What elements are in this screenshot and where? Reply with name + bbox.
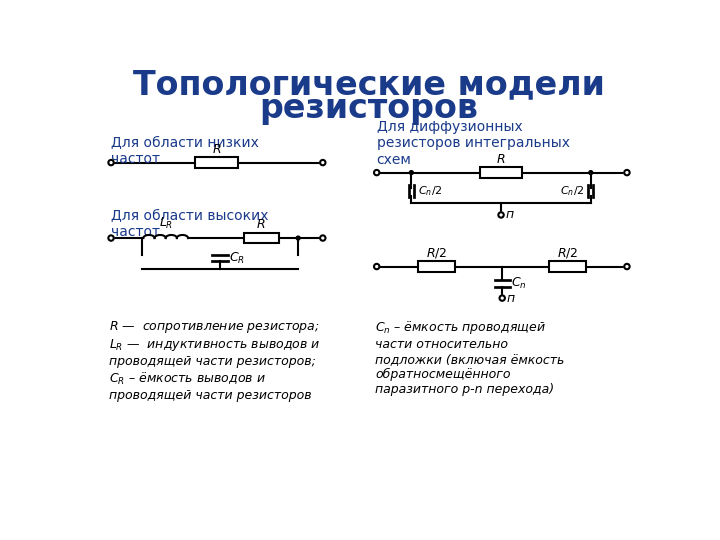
Text: $C_R$: $C_R$ [229, 251, 246, 266]
Text: $C_n$: $C_n$ [511, 276, 527, 291]
Circle shape [624, 170, 630, 176]
Circle shape [410, 171, 413, 174]
Circle shape [500, 295, 505, 301]
Text: $L_R$: $L_R$ [158, 216, 173, 231]
Bar [418, 261, 455, 272]
Circle shape [108, 235, 114, 241]
Text: Для диффузионных
резисторов интегральных
схем: Для диффузионных резисторов интегральных… [377, 120, 570, 167]
Text: $R$: $R$ [496, 153, 506, 166]
Circle shape [374, 264, 379, 269]
Bar [549, 261, 586, 272]
Text: $C_n/2$: $C_n/2$ [418, 184, 442, 198]
Text: $R/2$: $R/2$ [426, 246, 447, 260]
Text: R: R [212, 143, 221, 156]
Text: $C_n$ – ёмкость проводящей
части относительно
подложки (включая ёмкость
обратнос: $C_n$ – ёмкость проводящей части относит… [375, 319, 564, 396]
Text: $R$ —  сопротивление резистора;
$L_R$ —  индуктивность выводов и
проводящей част: $R$ — сопротивление резистора; $L_R$ — и… [109, 319, 320, 402]
Text: $R$: $R$ [256, 218, 266, 231]
Text: п: п [505, 208, 514, 221]
Circle shape [498, 212, 504, 218]
Circle shape [320, 235, 325, 241]
Text: Для области высоких
частот: Для области высоких частот [111, 209, 269, 239]
Circle shape [589, 171, 593, 174]
Text: $C_n/2$: $C_n/2$ [560, 184, 585, 198]
Text: $R/2$: $R/2$ [557, 246, 578, 260]
Circle shape [624, 264, 630, 269]
Bar [244, 233, 279, 244]
Text: п: п [507, 292, 515, 305]
Text: Для области низких
частот: Для области низких частот [111, 136, 259, 166]
Circle shape [320, 160, 325, 165]
Bar [195, 157, 238, 168]
Circle shape [296, 236, 300, 240]
Circle shape [108, 160, 114, 165]
Text: Топологические модели: Топологические модели [133, 69, 605, 102]
Circle shape [374, 170, 379, 176]
Text: резисторов: резисторов [259, 92, 479, 125]
Bar [480, 167, 522, 178]
